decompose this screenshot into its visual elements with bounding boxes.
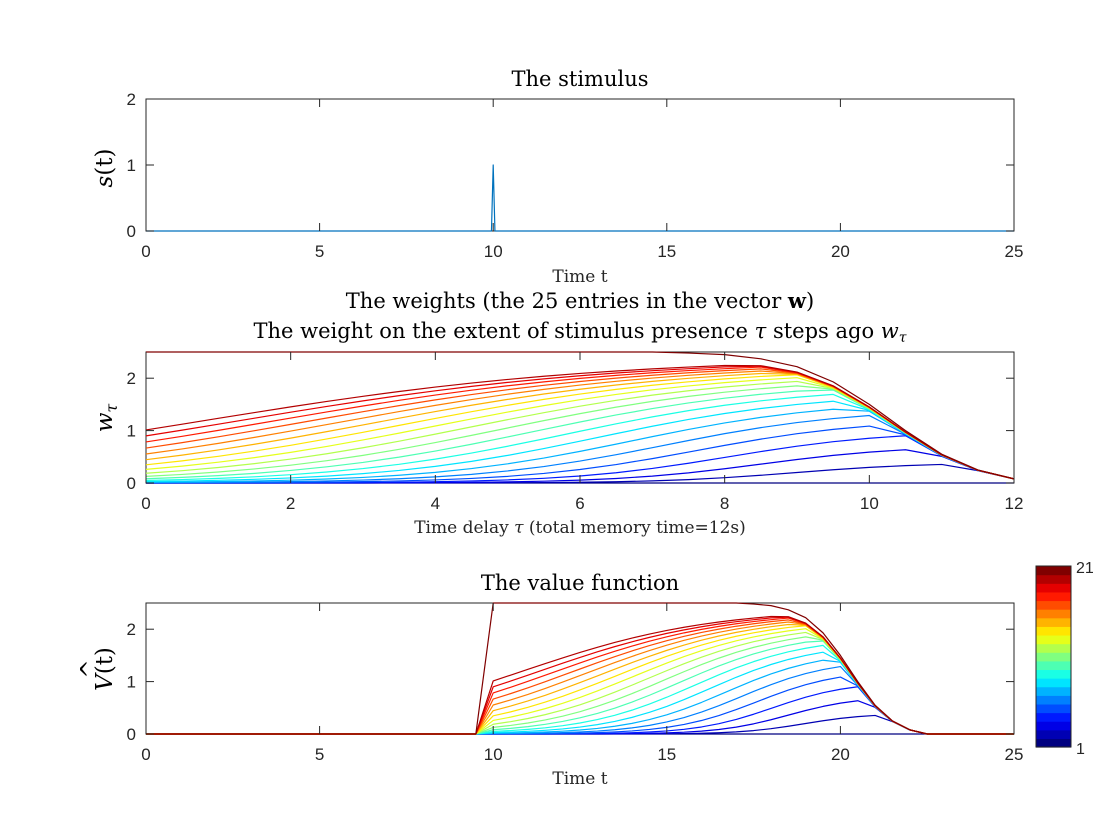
x-tick-label: 25 [1005, 242, 1024, 261]
stimulus-series-line [146, 164, 1014, 232]
colorbar-band [1036, 643, 1071, 653]
colorbar-frame [1035, 565, 1072, 748]
x-tick-label: 12 [1005, 494, 1024, 513]
colorbar-band [1036, 652, 1071, 662]
x-tick-label: 20 [831, 745, 850, 764]
x-tick-label: 10 [484, 242, 503, 261]
stimulus-ticks: 0 5 10 15 20 25 0 1 2 [127, 90, 1024, 261]
value-function-title: The value function [481, 571, 679, 595]
x-tick-label: 15 [657, 745, 676, 764]
colorbar-band [1036, 626, 1071, 636]
y-tick-label: 0 [127, 725, 136, 744]
colorbar-band [1036, 695, 1071, 705]
value-function-ylabel-hat: ^ [77, 659, 103, 678]
colorbar-band [1036, 669, 1071, 679]
value-function-xlabel: Time t [552, 769, 607, 789]
colorbar-band [1036, 678, 1071, 688]
value-function-series-line [146, 602, 1014, 735]
x-tick-label: 20 [831, 242, 850, 261]
colorbar-min-label: 1 [1076, 741, 1085, 758]
x-tick-label: 2 [286, 494, 295, 513]
value-function-series [146, 602, 1014, 735]
y-tick-label: 1 [127, 156, 136, 175]
colorbar-band [1036, 600, 1071, 610]
colorbar-band [1036, 703, 1071, 714]
stimulus-series [146, 164, 1014, 232]
y-tick-label: 0 [127, 222, 136, 241]
x-tick-label: 5 [315, 745, 324, 764]
colorbar: 21 1 [1035, 560, 1094, 758]
x-tick-label: 4 [431, 494, 440, 513]
value-function-ticks: 0 5 10 15 20 25 0 1 2 [127, 603, 1024, 764]
stimulus-ylabel: s(t) [92, 148, 118, 187]
colorbar-band [1036, 729, 1071, 739]
x-tick-label: 8 [720, 494, 729, 513]
weights-series-line [145, 364, 1015, 480]
colorbar-band [1036, 721, 1071, 731]
weights-plot: The weights (the 25 entries in the vecto… [92, 288, 1023, 538]
colorbar-band [1036, 738, 1071, 748]
x-tick-label: 10 [484, 745, 503, 764]
stimulus-plot: The stimulus 0 5 10 15 20 25 0 1 2 Time t s(t) [92, 67, 1023, 287]
y-tick-label: 1 [127, 422, 136, 441]
y-tick-label: 1 [127, 673, 136, 692]
stimulus-axes-box [145, 98, 1015, 232]
x-tick-label: 0 [141, 745, 150, 764]
stimulus-title: The stimulus [511, 67, 648, 91]
colorbar-band [1036, 712, 1071, 722]
x-tick-label: 10 [860, 494, 879, 513]
colorbar-bands [1036, 566, 1071, 748]
weights-title-line2: The weight on the extent of stimulus pre… [253, 319, 906, 346]
x-tick-label: 0 [141, 494, 150, 513]
colorbar-band [1036, 634, 1071, 645]
colorbar-band [1036, 609, 1071, 619]
y-tick-label: 2 [127, 90, 136, 109]
x-tick-label: 25 [1005, 745, 1024, 764]
value-function-ylabel: V(t) [92, 647, 118, 691]
colorbar-band [1036, 686, 1071, 696]
x-tick-label: 0 [141, 242, 150, 261]
y-tick-label: 0 [127, 474, 136, 493]
stimulus-xlabel: Time t [552, 267, 607, 287]
weights-title-line1: The weights (the 25 entries in the vecto… [346, 288, 814, 313]
weights-xlabel: Time delay τ (total memory time=12s) [414, 518, 746, 538]
colorbar-band [1036, 583, 1071, 593]
colorbar-max-label: 21 [1076, 560, 1094, 577]
y-tick-label: 2 [127, 620, 136, 639]
colorbar-band [1036, 660, 1071, 671]
weights-ylabel: wτ [92, 403, 121, 433]
y-tick-label: 2 [127, 369, 136, 388]
x-tick-label: 6 [575, 494, 584, 513]
colorbar-band [1036, 617, 1071, 627]
colorbar-band [1036, 591, 1071, 602]
colorbar-band [1036, 566, 1071, 576]
x-tick-label: 5 [315, 242, 324, 261]
x-tick-label: 15 [657, 242, 676, 261]
colorbar-band [1036, 574, 1071, 584]
